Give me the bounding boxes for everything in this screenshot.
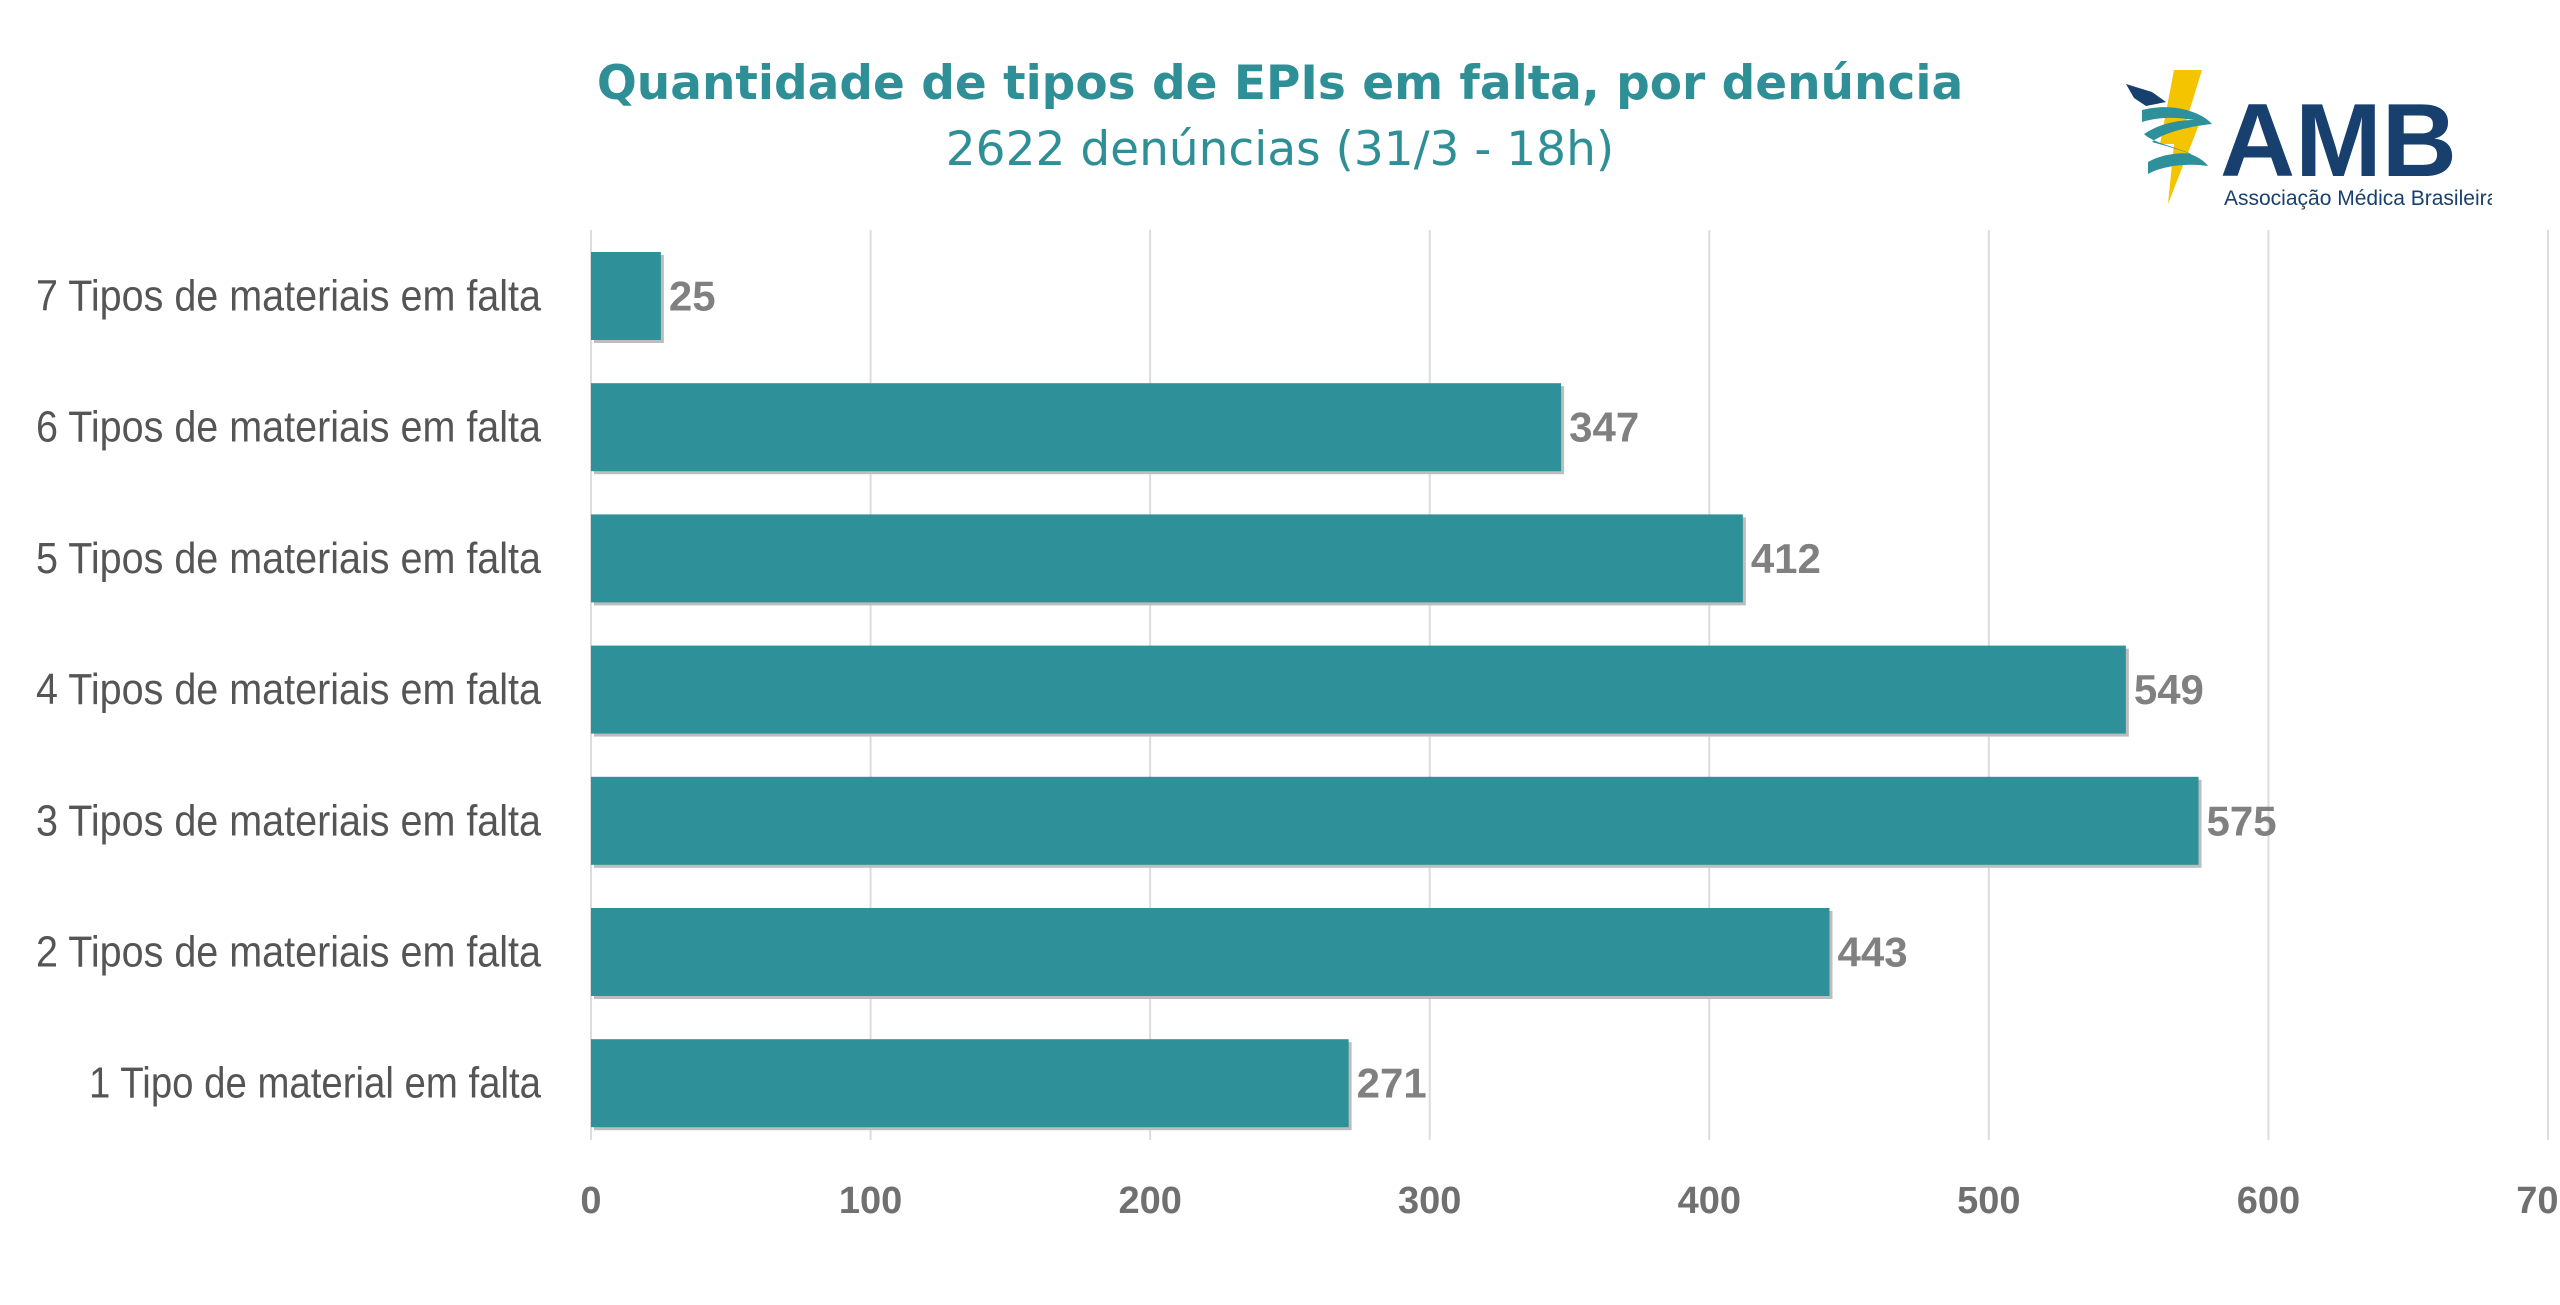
logo-tagline: Associação Médica Brasileira <box>2224 187 2492 210</box>
data-label: 25 <box>669 273 716 320</box>
bar <box>591 383 1562 472</box>
value-labels: 25 347 412 549 575 443 271 <box>669 273 2277 1107</box>
logo-serpent-teal <box>2142 107 2212 174</box>
x-tick-label: 200 <box>1118 1180 1181 1222</box>
category-label: 5 Tipos de materiais em falta <box>36 534 541 583</box>
category-label: 6 Tipos de materiais em falta <box>36 403 541 452</box>
x-tick-label: 700 <box>2516 1180 2560 1222</box>
x-tick-label: 0 <box>580 1180 601 1222</box>
logo-staff-yellow <box>2160 70 2202 204</box>
bar <box>591 252 661 340</box>
bar <box>591 776 2199 865</box>
chart-subtitle: 2622 denúncias (31/3 - 18h) <box>945 122 1615 177</box>
amb-logo: AMB Associação Médica Brasileira <box>2126 70 2492 210</box>
category-label: 4 Tipos de materiais em falta <box>36 665 541 714</box>
category-label: 7 Tipos de materiais em falta <box>36 272 541 321</box>
data-label: 549 <box>2134 666 2204 713</box>
data-label: 575 <box>2207 797 2277 844</box>
x-tick-label: 600 <box>2237 1180 2300 1222</box>
bar <box>591 1039 1349 1128</box>
bar <box>591 514 1743 603</box>
data-label: 271 <box>1357 1060 1427 1107</box>
x-tick-label: 300 <box>1398 1180 1461 1222</box>
category-label: 1 Tipo de material em falta <box>89 1059 541 1108</box>
bar <box>591 908 1830 996</box>
data-label: 443 <box>1838 929 1908 976</box>
category-label: 3 Tipos de materiais em falta <box>36 796 541 845</box>
category-label: 2 Tipos de materiais em falta <box>36 928 541 977</box>
data-label: 347 <box>1569 404 1639 451</box>
x-tick-label: 500 <box>1957 1180 2020 1222</box>
logo-serpent-head <box>2126 84 2166 106</box>
bar <box>591 645 2126 734</box>
x-tick-label: 100 <box>839 1180 902 1222</box>
category-labels: 7 Tipos de materiais em falta 6 Tipos de … <box>36 272 541 1108</box>
x-tick-label: 400 <box>1678 1180 1741 1222</box>
bars <box>591 252 2202 1131</box>
data-label: 412 <box>1751 535 1821 582</box>
logo-text: AMB <box>2220 83 2457 199</box>
x-axis-tick-labels: 0 100 200 300 400 500 600 700 <box>580 1180 2560 1222</box>
chart-title: Quantidade de tipos de EPIs em falta, po… <box>596 56 1964 111</box>
